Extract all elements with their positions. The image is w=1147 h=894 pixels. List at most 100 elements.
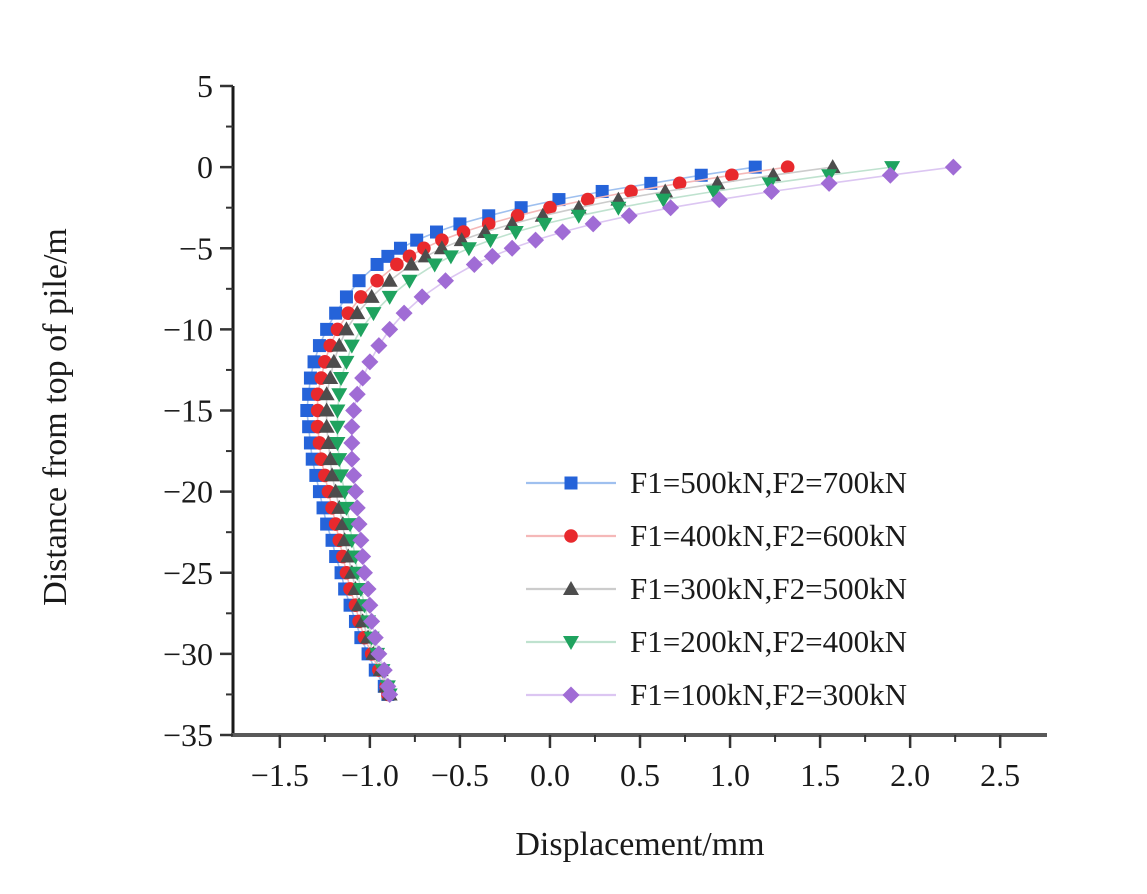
marker-triangle-up xyxy=(324,467,341,482)
x-tick-label: 1.5 xyxy=(800,757,840,793)
marker-triangle-down xyxy=(343,339,360,354)
marker-square xyxy=(370,257,384,271)
marker-circle xyxy=(390,257,404,272)
marker-square xyxy=(307,355,321,369)
marker-diamond xyxy=(345,466,363,484)
y-tick-label: −15 xyxy=(163,393,213,429)
marker-diamond xyxy=(381,685,399,703)
series-line xyxy=(351,166,954,695)
marker-diamond xyxy=(413,288,431,306)
marker-triangle-down xyxy=(536,217,553,232)
legend-row: F1=500kN,F2=700kN xyxy=(525,456,907,509)
marker-triangle-down xyxy=(610,201,627,216)
marker-diamond xyxy=(348,385,366,403)
y-tick-label: −20 xyxy=(163,474,213,510)
marker-diamond xyxy=(345,402,363,419)
marker-square xyxy=(300,404,314,417)
marker-triangle-up xyxy=(349,305,366,320)
legend: F1=500kN,F2=700kN F1=400kN,F2=600kN F1=3… xyxy=(525,456,907,721)
marker-circle xyxy=(780,160,795,174)
marker-circle xyxy=(543,200,557,215)
y-tick-label: −10 xyxy=(163,311,213,347)
marker-diamond xyxy=(503,239,521,257)
legend-marker-triangle-down-icon xyxy=(526,635,616,650)
legend-marker-triangle-up-icon xyxy=(526,580,616,595)
marker-triangle-down xyxy=(884,161,901,176)
legend-label: F1=500kN,F2=700kN xyxy=(630,464,907,500)
marker-circle xyxy=(354,290,368,304)
marker-triangle-down xyxy=(331,388,348,403)
marker-circle xyxy=(564,528,578,543)
marker-triangle-down xyxy=(460,242,477,257)
marker-triangle-down xyxy=(338,355,355,370)
marker-diamond xyxy=(944,158,962,176)
marker-triangle-down xyxy=(442,250,459,265)
x-tick-label: −0.5 xyxy=(431,757,489,793)
marker-circle xyxy=(624,184,638,199)
x-tick-label: 2.5 xyxy=(980,757,1020,793)
series-line xyxy=(316,166,788,695)
marker-diamond xyxy=(483,247,501,265)
legend-row: F1=100kN,F2=300kN xyxy=(525,668,907,721)
legend-marker-diamond-icon xyxy=(526,686,616,703)
x-tick-label: 0.0 xyxy=(530,757,570,793)
marker-triangle-up xyxy=(336,532,353,547)
marker-square xyxy=(393,241,407,255)
x-axis-title: Displacement/mm xyxy=(515,826,765,863)
marker-circle xyxy=(580,192,595,207)
marker-triangle-up xyxy=(322,451,339,466)
marker-triangle-down xyxy=(570,209,587,224)
marker-diamond xyxy=(354,369,372,387)
marker-diamond xyxy=(343,434,361,452)
marker-triangle-down xyxy=(331,453,348,468)
marker-square xyxy=(312,339,326,353)
marker-triangle-down xyxy=(338,501,355,516)
x-tick-label: 2.0 xyxy=(890,757,930,793)
marker-diamond xyxy=(370,645,388,663)
marker-circle xyxy=(672,176,687,191)
marker-square xyxy=(595,184,609,198)
marker-triangle-down xyxy=(336,485,353,500)
legend-row: F1=300kN,F2=500kN xyxy=(525,562,907,615)
series-line xyxy=(336,166,893,695)
marker-square xyxy=(644,176,658,190)
y-axis-ticks: 5 0 −5 −10 −15 −20 −25 −30 −35 xyxy=(163,68,233,753)
marker-diamond xyxy=(343,418,361,436)
marker-triangle-down xyxy=(761,177,778,192)
marker-triangle-up xyxy=(563,580,579,595)
legend-label: F1=100kN,F2=300kN xyxy=(630,676,907,712)
marker-diamond xyxy=(584,215,602,233)
marker-diamond xyxy=(361,596,379,614)
x-tick-label: 1.0 xyxy=(710,757,750,793)
marker-diamond xyxy=(359,580,377,598)
marker-diamond xyxy=(710,191,728,209)
marker-diamond xyxy=(562,686,580,703)
marker-diamond xyxy=(395,304,413,322)
marker-diamond xyxy=(820,174,838,192)
marker-triangle-down xyxy=(705,185,722,200)
x-axis-ticks: −1.5 −1.0 −0.5 0.0 0.5 1.0 1.5 2.0 2.5 xyxy=(251,735,1020,793)
marker-diamond xyxy=(343,450,361,468)
marker-diamond xyxy=(762,182,780,200)
y-tick-label: −25 xyxy=(163,555,213,591)
marker-circle xyxy=(725,168,739,183)
x-tick-label: −1.5 xyxy=(251,757,309,793)
marker-diamond xyxy=(350,515,368,533)
legend-row: F1=400kN,F2=600kN xyxy=(525,509,907,562)
marker-diamond xyxy=(352,531,370,549)
marker-triangle-up xyxy=(318,386,335,401)
marker-triangle-up xyxy=(322,370,339,385)
marker-triangle-up xyxy=(403,256,420,271)
marker-diamond xyxy=(554,223,572,241)
marker-square xyxy=(329,306,343,320)
marker-square xyxy=(352,274,366,288)
marker-triangle-up xyxy=(338,321,355,336)
marker-triangle-up xyxy=(331,337,348,352)
marker-diamond xyxy=(437,272,455,290)
marker-square xyxy=(320,322,334,336)
marker-triangle-down xyxy=(333,469,350,484)
legend-row: F1=200kN,F2=400kN xyxy=(525,615,907,668)
marker-triangle-up xyxy=(327,483,344,498)
legend-marker-circle-icon xyxy=(526,528,616,543)
y-tick-label: 5 xyxy=(197,68,213,104)
